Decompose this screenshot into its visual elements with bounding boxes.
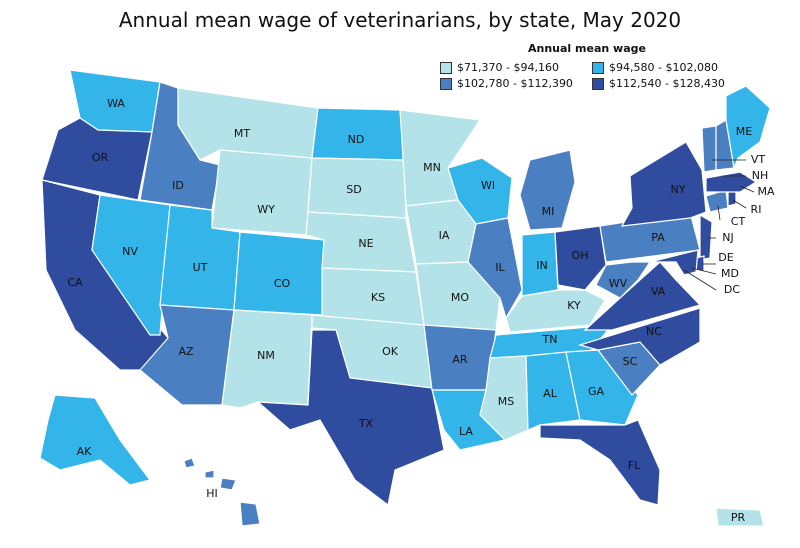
state-label-nd: ND: [348, 133, 365, 146]
state-ct: [705, 189, 729, 213]
state-label-nm: NM: [257, 349, 275, 362]
state-label-ri: RI: [751, 203, 762, 216]
legend-item: $71,370 - $94,160: [440, 61, 592, 74]
state-ak: [39, 394, 152, 486]
legend-swatch: [440, 61, 452, 74]
state-label-nj: NJ: [722, 231, 733, 244]
state-label-me: ME: [736, 125, 752, 138]
state-label-hi: HI: [206, 487, 218, 500]
state-label-nv: NV: [122, 245, 138, 258]
legend-item: $102,780 - $112,390: [440, 77, 592, 90]
legend-swatch: [592, 61, 604, 74]
state-label-wa: WA: [107, 97, 125, 110]
state-nj: [699, 213, 713, 261]
state-label-al: AL: [543, 387, 558, 400]
state-label-wi: WI: [481, 179, 495, 192]
state-label-nc: NC: [646, 325, 662, 338]
state-label-tn: TN: [542, 333, 558, 346]
state-label-nh: NH: [752, 169, 769, 182]
legend-swatch: [440, 77, 452, 90]
state-label-ms: MS: [498, 395, 514, 408]
state-label-oh: OH: [572, 249, 589, 262]
state-label-va: VA: [651, 285, 666, 298]
state-mo: [415, 261, 501, 331]
state-label-or: OR: [92, 151, 109, 164]
state-label-md: MD: [721, 267, 739, 280]
state-nv: [91, 194, 171, 336]
state-hi: [183, 457, 261, 527]
state-ny: [620, 141, 707, 227]
state-vt: [701, 125, 717, 173]
territory-pr: [715, 507, 765, 527]
state-me: [725, 85, 771, 171]
state-label-ar: AR: [452, 353, 468, 366]
state-label-ky: KY: [567, 299, 581, 312]
state-label-dc: DC: [724, 283, 740, 296]
state-label-de: DE: [718, 251, 733, 264]
state-label-ca: CA: [67, 276, 83, 289]
legend-label: $71,370 - $94,160: [457, 61, 559, 74]
state-label-la: LA: [459, 425, 473, 438]
state-label-ia: IA: [439, 229, 450, 242]
state-nc: [577, 307, 701, 366]
legend-label: $112,540 - $128,430: [609, 77, 725, 90]
state-label-pr: PR: [731, 511, 746, 524]
state-label-vt: VT: [751, 153, 766, 166]
legend-label: $94,580 - $102,080: [609, 61, 718, 74]
state-ga: [565, 349, 639, 426]
state-co: [233, 231, 325, 316]
state-label-ok: OK: [382, 345, 399, 358]
state-al: [525, 351, 581, 431]
state-label-pa: PA: [651, 231, 665, 244]
state-oh: [554, 225, 607, 291]
state-label-co: CO: [274, 277, 291, 290]
state-fl: [539, 419, 661, 506]
map-title: Annual mean wage of veterinarians, by st…: [118, 8, 682, 32]
state-label-ga: GA: [588, 385, 605, 398]
legend-item: $112,540 - $128,430: [592, 77, 744, 90]
state-label-ak: AK: [77, 445, 93, 458]
state-label-mo: MO: [451, 291, 469, 304]
state-label-mn: MN: [423, 161, 441, 174]
leader-lines: [683, 159, 755, 291]
state-label-ny: NY: [671, 183, 686, 196]
legend-swatch: [592, 77, 604, 90]
state-ma: [705, 171, 758, 193]
state-label-sc: SC: [623, 355, 638, 368]
state-mt: [177, 87, 319, 161]
state-label-il: IL: [495, 261, 505, 274]
state-label-fl: FL: [628, 459, 641, 472]
state-wy: [211, 149, 313, 236]
state-label-mt: MT: [234, 127, 250, 140]
legend-item: $94,580 - $102,080: [592, 61, 744, 74]
legend: Annual mean wage $71,370 - $94,160 $94,5…: [440, 42, 740, 90]
state-mi: [519, 149, 576, 231]
state-label-ne: NE: [358, 237, 373, 250]
state-label-in: IN: [536, 259, 547, 272]
state-label-ct: CT: [731, 215, 746, 228]
legend-title: Annual mean wage: [528, 42, 646, 55]
state-ky: [505, 289, 606, 333]
state-label-wy: WY: [257, 203, 275, 216]
state-label-wv: WV: [609, 277, 628, 290]
state-label-id: ID: [172, 179, 184, 192]
state-label-tx: TX: [358, 417, 374, 430]
state-label-sd: SD: [346, 183, 361, 196]
state-label-az: AZ: [178, 345, 194, 358]
state-label-mi: MI: [542, 205, 555, 218]
state-label-ks: KS: [371, 291, 385, 304]
state-label-ut: UT: [193, 261, 208, 274]
legend-label: $102,780 - $112,390: [457, 77, 573, 90]
state-label-ma: MA: [757, 185, 774, 198]
